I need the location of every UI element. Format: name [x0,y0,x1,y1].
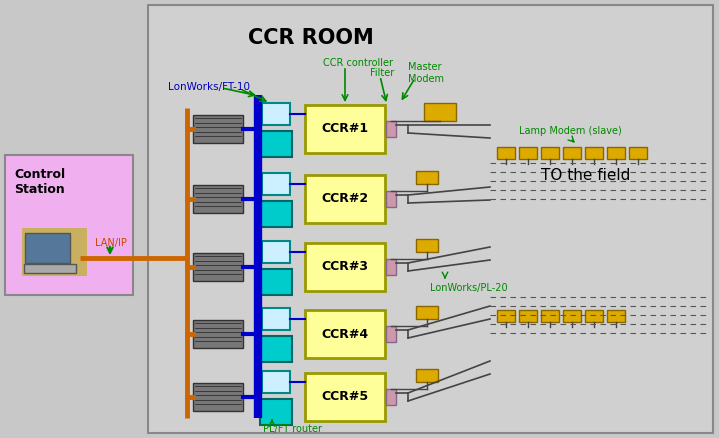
FancyBboxPatch shape [193,185,243,213]
FancyBboxPatch shape [305,310,385,358]
FancyBboxPatch shape [416,369,438,382]
FancyBboxPatch shape [305,175,385,223]
FancyBboxPatch shape [386,326,396,342]
FancyBboxPatch shape [416,171,438,184]
FancyBboxPatch shape [519,310,537,322]
Text: CCR controller: CCR controller [323,58,393,68]
FancyBboxPatch shape [416,306,438,319]
Text: Control
Station: Control Station [14,168,65,196]
Text: CCR#5: CCR#5 [321,391,369,403]
Text: PL/FT router: PL/FT router [263,424,322,434]
FancyBboxPatch shape [262,308,290,330]
FancyBboxPatch shape [262,173,290,195]
Text: Master
Modem: Master Modem [408,62,444,85]
FancyBboxPatch shape [262,103,290,125]
FancyBboxPatch shape [607,147,625,159]
FancyBboxPatch shape [193,383,243,411]
FancyBboxPatch shape [386,389,396,405]
Text: CCR#2: CCR#2 [321,192,369,205]
FancyBboxPatch shape [497,147,515,159]
FancyBboxPatch shape [305,243,385,291]
FancyBboxPatch shape [305,105,385,153]
FancyBboxPatch shape [563,310,581,322]
Text: LonWorks/PL-20: LonWorks/PL-20 [430,283,508,293]
FancyBboxPatch shape [416,239,438,252]
Text: CCR#4: CCR#4 [321,328,369,340]
FancyBboxPatch shape [585,310,603,322]
FancyBboxPatch shape [260,131,292,157]
Text: CCR#3: CCR#3 [321,261,369,273]
FancyBboxPatch shape [386,259,396,275]
FancyBboxPatch shape [22,228,87,276]
FancyBboxPatch shape [260,399,292,425]
FancyBboxPatch shape [585,147,603,159]
FancyBboxPatch shape [305,373,385,421]
Text: LAN/IP: LAN/IP [95,238,127,248]
Text: LonWorks/FT-10: LonWorks/FT-10 [168,82,250,92]
FancyBboxPatch shape [262,371,290,393]
FancyBboxPatch shape [148,5,713,433]
FancyBboxPatch shape [497,310,515,322]
Text: Filter: Filter [370,68,394,78]
FancyBboxPatch shape [260,269,292,295]
FancyBboxPatch shape [607,310,625,322]
Text: CCR ROOM: CCR ROOM [248,28,374,48]
FancyBboxPatch shape [519,147,537,159]
Text: Lamp Modem (slave): Lamp Modem (slave) [518,126,621,136]
FancyBboxPatch shape [5,155,133,295]
FancyBboxPatch shape [193,253,243,281]
FancyBboxPatch shape [260,201,292,227]
FancyBboxPatch shape [629,147,647,159]
FancyBboxPatch shape [260,336,292,362]
Text: TO the field: TO the field [541,167,630,183]
FancyBboxPatch shape [24,264,76,273]
FancyBboxPatch shape [262,241,290,263]
FancyBboxPatch shape [193,320,243,348]
FancyBboxPatch shape [386,121,396,137]
FancyBboxPatch shape [541,147,559,159]
FancyBboxPatch shape [193,115,243,143]
FancyBboxPatch shape [386,191,396,207]
FancyBboxPatch shape [424,103,456,121]
FancyBboxPatch shape [541,310,559,322]
Text: CCR#1: CCR#1 [321,123,369,135]
FancyBboxPatch shape [25,233,70,263]
FancyBboxPatch shape [563,147,581,159]
